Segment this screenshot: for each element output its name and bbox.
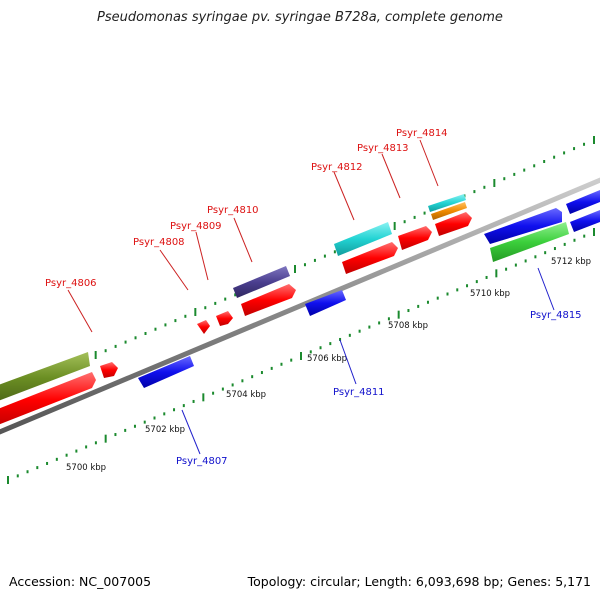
gene-feature-green-4815[interactable] bbox=[490, 222, 569, 262]
gene-feature-psyr-4811[interactable] bbox=[305, 290, 346, 316]
tick-label-5710: 5710 kbp bbox=[470, 289, 510, 299]
tick-label-5706: 5706 kbp bbox=[307, 354, 347, 364]
gene-feature-psyr-4806[interactable] bbox=[0, 372, 96, 428]
gene-label-psyr-4809: Psyr_4809 bbox=[170, 221, 222, 232]
label-leaders bbox=[67, 139, 555, 455]
accession-label: Accession: NC_007005 bbox=[9, 574, 152, 589]
gene-features bbox=[0, 190, 600, 428]
gene-feature-psyr-4813[interactable] bbox=[398, 226, 432, 250]
gene-feature-olive-left[interactable] bbox=[0, 352, 90, 404]
gene-feature-small-red-1[interactable] bbox=[100, 362, 118, 378]
gene-feature-orange-4814[interactable] bbox=[431, 202, 467, 220]
gene-feature-psyr-4807[interactable] bbox=[138, 356, 194, 388]
gene-label-psyr-4808: Psyr_4808 bbox=[133, 237, 185, 248]
map-title: Pseudomonas syringae pv. syringae B728a,… bbox=[97, 10, 503, 25]
gene-label-psyr-4806: Psyr_4806 bbox=[45, 278, 97, 289]
tick-label-5704: 5704 kbp bbox=[226, 390, 266, 400]
gene-label-psyr-4811: Psyr_4811 bbox=[333, 387, 385, 398]
gene-feature-cyan-4812[interactable] bbox=[334, 222, 392, 256]
genome-backbone bbox=[0, 177, 600, 435]
gene-feature-blue-right-1[interactable] bbox=[566, 190, 600, 214]
gene-label-psyr-4813: Psyr_4813 bbox=[357, 143, 409, 154]
gene-feature-slate[interactable] bbox=[233, 266, 290, 298]
gene-label-psyr-4815: Psyr_4815 bbox=[530, 310, 582, 321]
gene-feature-psyr-4809[interactable] bbox=[216, 311, 233, 326]
gene-feature-psyr-4808[interactable] bbox=[197, 320, 210, 334]
gene-label-psyr-4814: Psyr_4814 bbox=[396, 128, 448, 139]
tick-label-5700: 5700 kbp bbox=[66, 463, 106, 473]
tick-label-5712: 5712 kbp bbox=[551, 257, 591, 267]
gene-feature-psyr-4810[interactable] bbox=[241, 284, 296, 316]
reverse-strand-ruler bbox=[7, 228, 595, 484]
tick-label-5702: 5702 kbp bbox=[145, 425, 185, 435]
gene-label-psyr-4807: Psyr_4807 bbox=[176, 456, 228, 467]
gene-feature-psyr-4812[interactable] bbox=[342, 242, 398, 274]
gene-label-psyr-4812: Psyr_4812 bbox=[311, 162, 363, 173]
gene-label-psyr-4810: Psyr_4810 bbox=[207, 205, 259, 216]
gene-feature-cyan-4814[interactable] bbox=[428, 194, 466, 212]
gene-labels: Psyr_4806 Psyr_4807 Psyr_4808 Psyr_4809 … bbox=[45, 128, 582, 467]
axis-tick-labels: 5700 kbp 5702 kbp 5704 kbp 5706 kbp 5708… bbox=[66, 257, 591, 473]
tick-label-5708: 5708 kbp bbox=[388, 321, 428, 331]
genome-stats-label: Topology: circular; Length: 6,093,698 bp… bbox=[247, 574, 591, 589]
gene-feature-blue-4815[interactable] bbox=[484, 208, 562, 244]
gene-feature-psyr-4814[interactable] bbox=[435, 212, 472, 236]
gene-feature-blue-right-2[interactable] bbox=[570, 210, 600, 232]
